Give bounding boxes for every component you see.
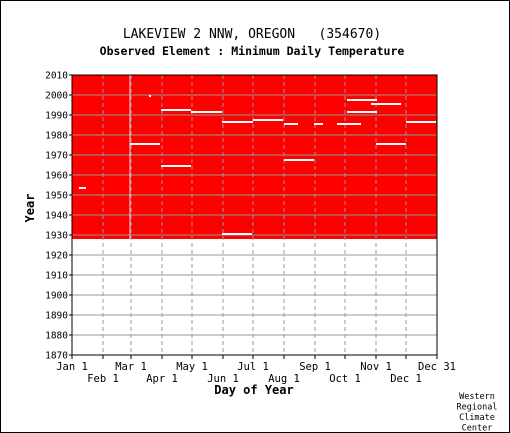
x-tick-label: Jan 1 (56, 361, 88, 373)
y-tick-label: 1910 (45, 271, 68, 282)
missing-segment (284, 159, 314, 161)
y-tick-label: 1960 (45, 171, 68, 182)
y-axis: 2010 2000 1990 1980 1970 1960 1950 1940 1930 1920… (45, 71, 72, 362)
missing-segment (191, 111, 222, 113)
credit-line: Western (459, 392, 495, 402)
x-axis-label: Day of Year (214, 383, 293, 397)
x-tick-label: Aug 1 (268, 373, 300, 385)
chart-title: LAKEVIEW 2 NNW, OREGON (354670) (123, 27, 381, 42)
y-tick-label: 2000 (45, 91, 68, 102)
y-tick-label: 1970 (45, 151, 68, 162)
y-tick-label: 1890 (45, 311, 68, 322)
y-tick-label: 1930 (45, 231, 68, 242)
missing-segment (314, 123, 323, 125)
y-tick-label: 1920 (45, 251, 68, 262)
x-tick-label: Sep 1 (299, 361, 331, 373)
y-tick-label: 1940 (45, 211, 68, 222)
y-axis-label: Year (23, 194, 37, 223)
x-tick-label: May 1 (176, 361, 208, 373)
y-tick-label: 1870 (45, 351, 68, 362)
x-tick-label: Jun 1 (207, 373, 239, 385)
chart-subtitle: Observed Element : Minimum Daily Tempera… (100, 44, 405, 58)
x-tick-label: Nov 1 (360, 361, 392, 373)
missing-segment (72, 73, 436, 75)
x-tick-label: Apr 1 (146, 373, 178, 385)
x-tick-label: Mar 1 (115, 361, 147, 373)
y-tick-label: 1990 (45, 111, 68, 122)
missing-segment (222, 233, 252, 235)
credit-line: Climate (459, 413, 495, 423)
y-tick-label: 1950 (45, 191, 68, 202)
x-tick-label: Feb 1 (87, 373, 119, 385)
x-tick-label: Oct 1 (329, 373, 361, 385)
y-tick-label: 2010 (45, 71, 68, 82)
credit-line: Regional (457, 403, 498, 413)
missing-column (129, 75, 131, 239)
missing-segment (337, 123, 361, 125)
missing-segment (284, 123, 298, 125)
missing-segment (253, 119, 283, 121)
missing-segment (376, 143, 406, 145)
missing-segment (161, 165, 191, 167)
x-tick-label: Dec 1 (390, 373, 422, 385)
missing-segment (161, 109, 191, 111)
x-axis: Jan 1 Mar 1 May 1 Jul 1 Sep 1 Nov 1 Dec 31 Feb … (56, 355, 456, 385)
missing-segment (347, 111, 377, 113)
y-tick-label: 1880 (45, 331, 68, 342)
credit-line: Center (462, 424, 493, 433)
observed-data-block (72, 75, 437, 239)
missing-segment (371, 103, 401, 105)
y-tick-label: 1980 (45, 131, 68, 142)
missing-segment (406, 121, 436, 123)
x-tick-label: Jul 1 (237, 361, 269, 373)
missing-segment (149, 95, 151, 97)
missing-segment (130, 143, 160, 145)
missing-segment (79, 187, 86, 189)
x-tick-label: Dec 31 (418, 361, 456, 373)
plot-area (71, 73, 438, 356)
y-tick-label: 1900 (45, 291, 68, 302)
missing-segment (347, 99, 377, 101)
missing-segment (222, 121, 253, 123)
